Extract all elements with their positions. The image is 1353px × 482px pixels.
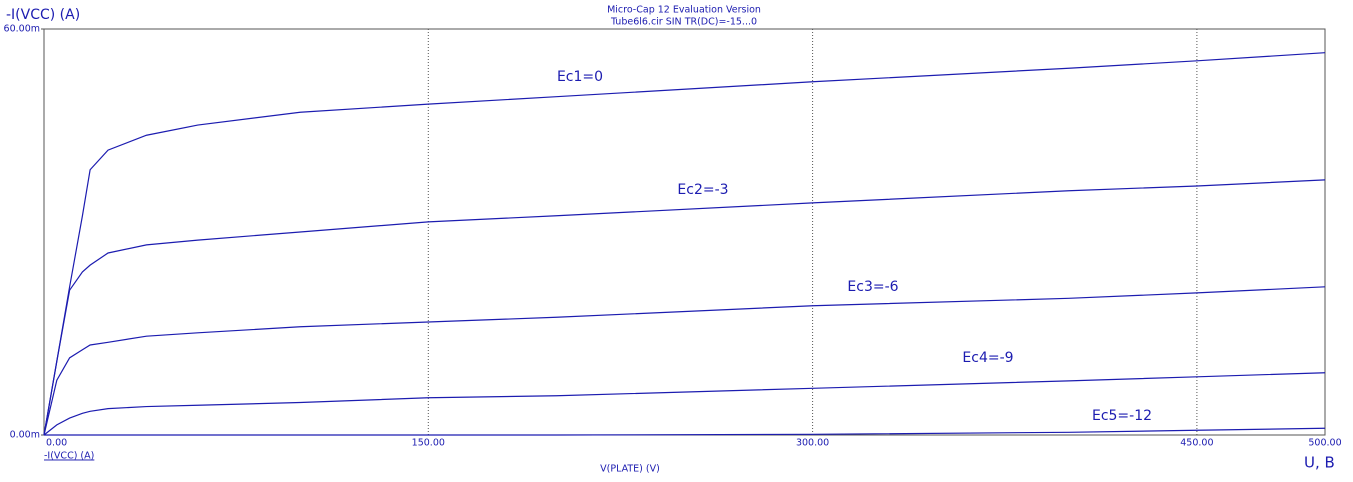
curve-label: Ec3=-6: [847, 279, 898, 295]
x-unit-label: U, B: [1304, 454, 1335, 472]
curve-label: Ec1=0: [557, 69, 603, 85]
x-axis-label: V(PLATE) (V): [600, 464, 660, 475]
series-line: [44, 427, 1326, 436]
x-tick-label: 500.00: [1308, 438, 1341, 449]
curve-label: Ec4=-9: [962, 350, 1013, 366]
curve-label: Ec2=-3: [677, 182, 728, 198]
series-line: [43, 179, 1326, 436]
expression-label: -I(VCC) (A): [44, 451, 94, 462]
y-axis-label: -I(VCC) (A): [6, 7, 80, 23]
x-tick-label: 300.00: [796, 438, 829, 449]
series-line: [43, 52, 1326, 436]
x-tick-label: 0.00: [46, 438, 67, 449]
x-tick-label: 150.00: [412, 438, 445, 449]
curve-label: Ec5=-12: [1092, 408, 1152, 424]
y-tick-label: 60.00m: [4, 24, 40, 35]
y-tick-label: 0.00m: [10, 430, 40, 441]
chart-subtitle: Tube6l6.cir SIN TR(DC)=-15...0: [610, 17, 757, 28]
x-tick-label: 450.00: [1180, 438, 1213, 449]
series-line: [43, 372, 1326, 436]
chart-title: Micro-Cap 12 Evaluation Version: [607, 5, 761, 16]
series-line: [43, 286, 1326, 436]
